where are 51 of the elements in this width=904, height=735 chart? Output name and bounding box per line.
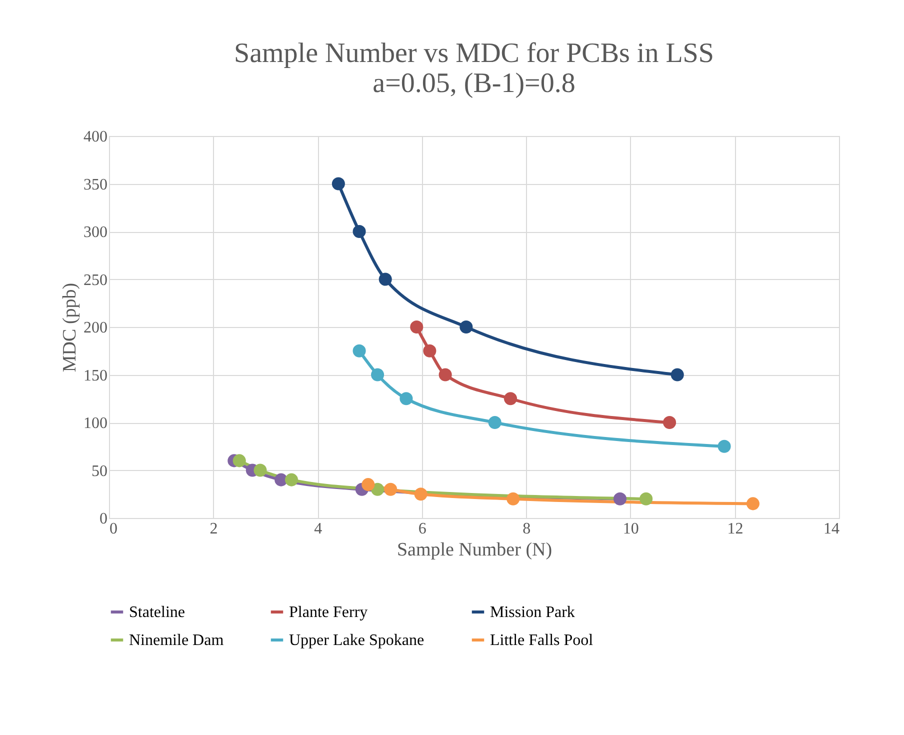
- legend-label: Little Falls Pool: [490, 632, 594, 649]
- point: [423, 344, 436, 358]
- x-tick-label: 2: [210, 520, 218, 538]
- point: [284, 473, 298, 486]
- legend-label: Ninemile Dam: [129, 632, 224, 649]
- y-tick-label: 400: [84, 128, 108, 146]
- y-tick-label: 300: [84, 224, 108, 241]
- legend-label: Upper Lake Spokane: [289, 632, 424, 649]
- legend-label: Plante Ferry: [289, 604, 368, 621]
- x-tick-label: 6: [418, 520, 426, 538]
- x-tick-label: 4: [314, 520, 322, 538]
- y-tick-label: 250: [84, 272, 108, 289]
- point: [438, 368, 452, 382]
- x-tick-label: 8: [522, 520, 531, 538]
- point: [504, 392, 518, 406]
- point: [362, 478, 375, 492]
- y-tick-label: 150: [84, 367, 108, 384]
- point: [384, 482, 398, 496]
- point: [414, 488, 428, 501]
- x-tick-label: 14: [824, 520, 840, 538]
- point: [254, 464, 267, 477]
- point: [410, 320, 424, 334]
- point: [400, 392, 413, 406]
- point: [640, 492, 653, 506]
- point: [663, 416, 676, 430]
- y-tick-label: 350: [84, 176, 108, 194]
- text: a=0.05, (B-1)=0.8: [372, 68, 576, 99]
- x-tick-label: 10: [622, 520, 639, 538]
- point: [378, 272, 392, 286]
- legend-label: Mission Park: [490, 604, 575, 621]
- point: [352, 344, 366, 358]
- y-tick-label: 100: [84, 415, 108, 432]
- y-tick-label: 200: [84, 320, 108, 336]
- y-axis-title: MDC (ppb): [60, 282, 80, 372]
- x-tick-label: 12: [727, 520, 744, 538]
- point: [371, 482, 384, 496]
- point: [460, 320, 473, 334]
- point: [232, 454, 246, 468]
- point: [488, 416, 502, 430]
- point: [670, 368, 684, 382]
- text: Sample Number vs MDC for PCBs in LSS: [234, 38, 714, 69]
- point: [506, 492, 520, 506]
- x-axis-title: Sample Number (N): [396, 540, 552, 560]
- point: [718, 440, 731, 453]
- point: [371, 368, 384, 382]
- point: [613, 492, 627, 506]
- y-tick-label: 50: [92, 462, 108, 480]
- point: [746, 497, 760, 510]
- point: [332, 177, 345, 190]
- point: [352, 224, 366, 238]
- legend-label: Stateline: [129, 604, 185, 621]
